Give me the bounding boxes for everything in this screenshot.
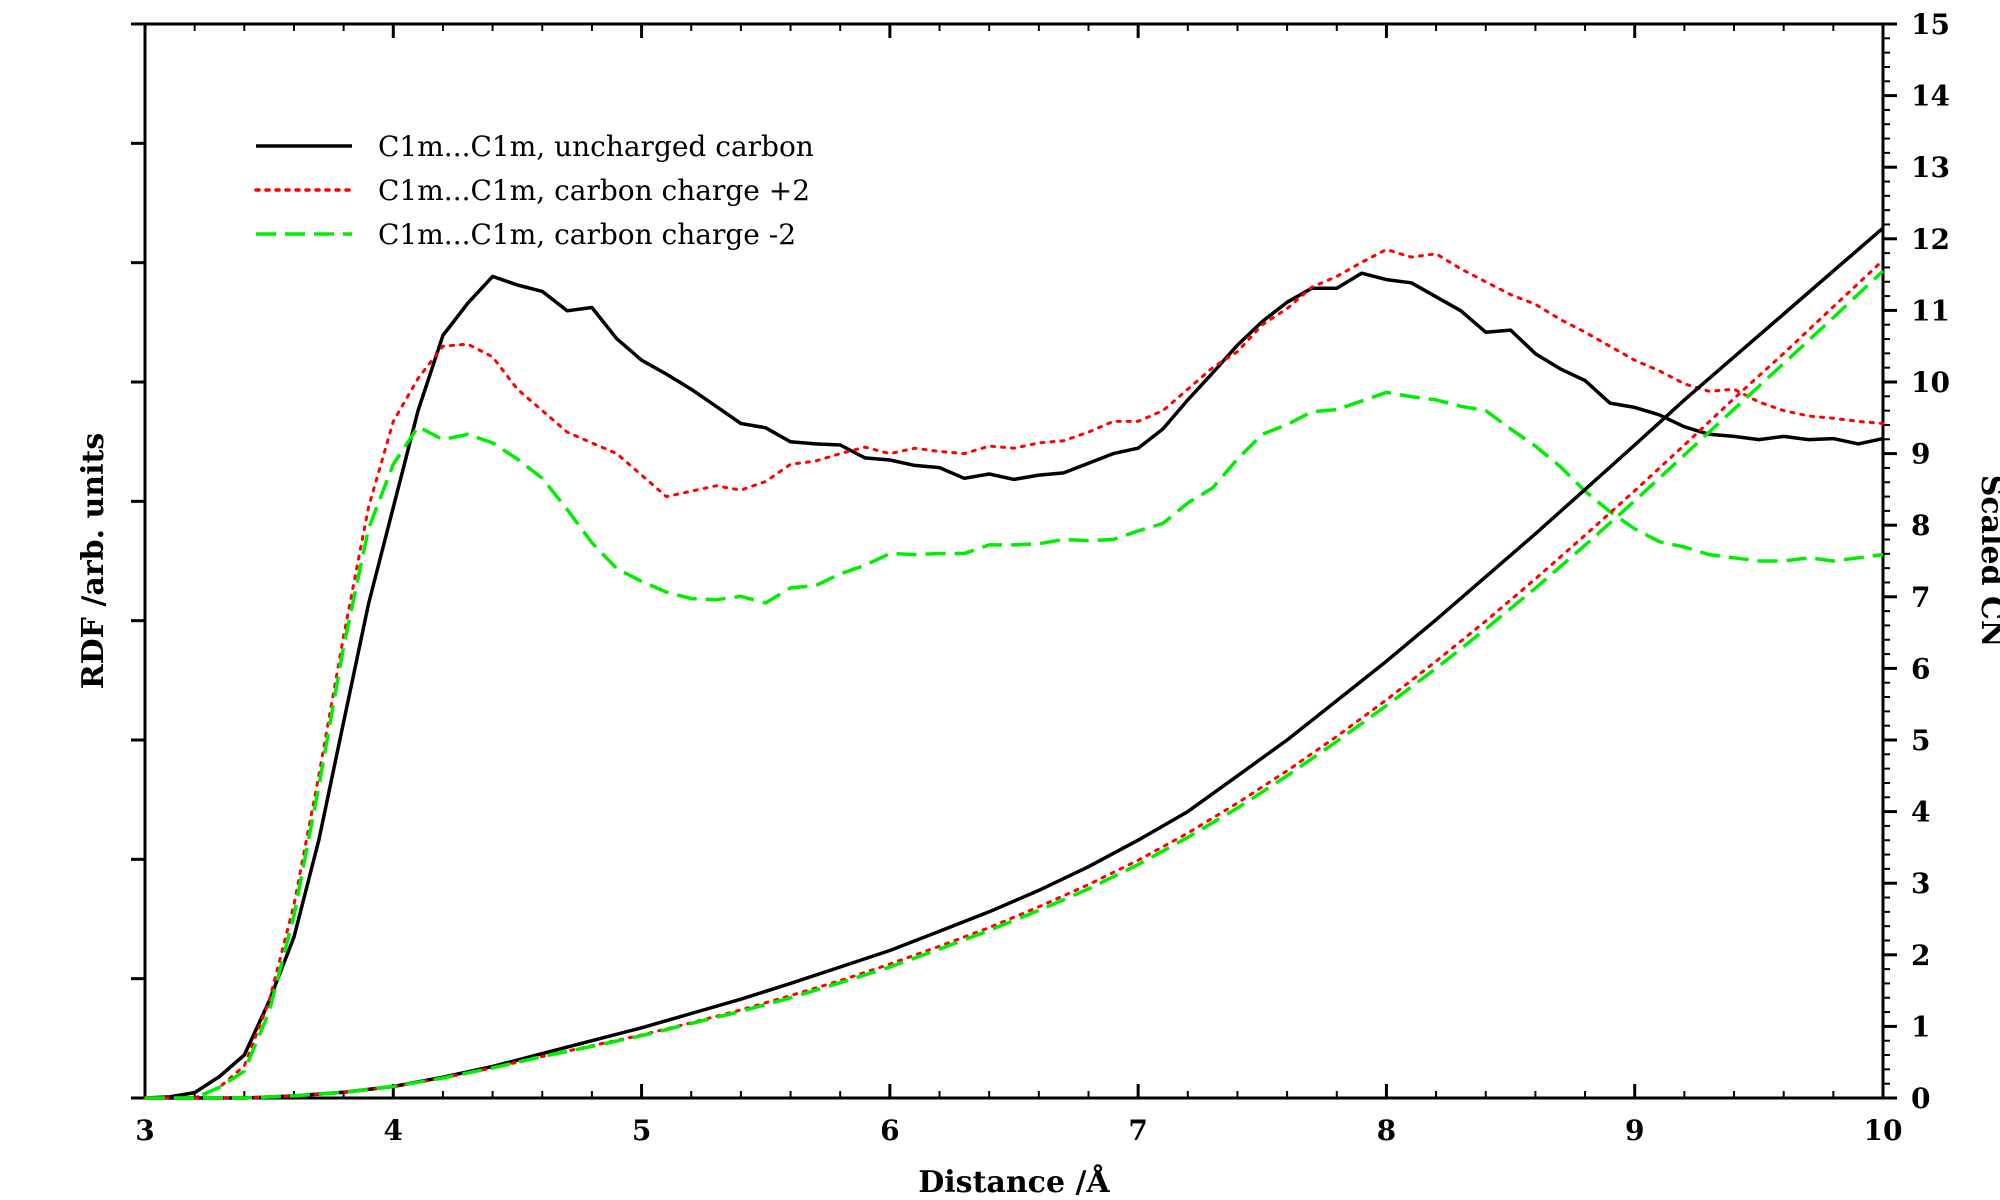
cn-line-solid bbox=[145, 226, 1885, 1100]
x-tick-label: 6 bbox=[880, 1114, 899, 1147]
right-tick-label: 2 bbox=[1911, 939, 1930, 972]
right-tick-label: 11 bbox=[1911, 294, 1950, 327]
x-tick-label: 7 bbox=[1128, 1114, 1147, 1147]
series-layer bbox=[143, 226, 1885, 1100]
x-tick-label: 10 bbox=[1864, 1114, 1903, 1147]
legend: C1m...C1m, uncharged carbon C1m...C1m, ca… bbox=[254, 130, 814, 251]
right-tick-label: 9 bbox=[1911, 438, 1930, 471]
right-tick-label: 0 bbox=[1911, 1082, 1930, 1115]
right-tick-label: 8 bbox=[1911, 509, 1930, 542]
legend-label: C1m...C1m, carbon charge +2 bbox=[378, 174, 810, 207]
cn-line-dotted bbox=[143, 258, 1885, 1100]
x-tick-label: 8 bbox=[1377, 1114, 1396, 1147]
right-tick-label: 3 bbox=[1911, 867, 1930, 900]
cn-line-dashed bbox=[145, 269, 1885, 1100]
right-tick-label: 7 bbox=[1911, 581, 1930, 614]
plot-frame bbox=[143, 22, 1885, 1100]
right-tick-label: 15 bbox=[1911, 8, 1950, 41]
legend-label: C1m...C1m, uncharged carbon bbox=[378, 130, 814, 163]
x-tick-label: 5 bbox=[632, 1114, 651, 1147]
right-tick-label: 5 bbox=[1911, 724, 1930, 757]
right-tick-label: 14 bbox=[1911, 80, 1950, 113]
right-tick-label: 4 bbox=[1911, 796, 1930, 829]
right-tick-label: 12 bbox=[1911, 223, 1950, 256]
rdf-line-dotted bbox=[143, 248, 1885, 1100]
rdf-line-solid bbox=[144, 271, 1884, 1100]
x-tick-label: 9 bbox=[1625, 1114, 1644, 1147]
right-tick-label: 13 bbox=[1911, 151, 1950, 184]
right-tick-label: 6 bbox=[1911, 652, 1930, 685]
x-axis: 3 4 5 6 7 8 9 10 bbox=[135, 24, 1902, 1147]
x-tick-label: 4 bbox=[384, 1114, 403, 1147]
y-axis-title-right: Scaled CN bbox=[1974, 475, 2000, 648]
legend-label: C1m...C1m, carbon charge -2 bbox=[378, 218, 796, 251]
rdf-line-dashed bbox=[145, 390, 1884, 1100]
left-axis-ticks bbox=[131, 22, 145, 1100]
y-axis-title-left: RDF /arb. units bbox=[76, 433, 111, 690]
x-axis-title: Distance /Å bbox=[918, 1164, 1110, 1200]
right-tick-label: 10 bbox=[1911, 366, 1950, 399]
x-tick-label: 3 bbox=[135, 1114, 154, 1147]
right-tick-label: 1 bbox=[1911, 1010, 1930, 1043]
